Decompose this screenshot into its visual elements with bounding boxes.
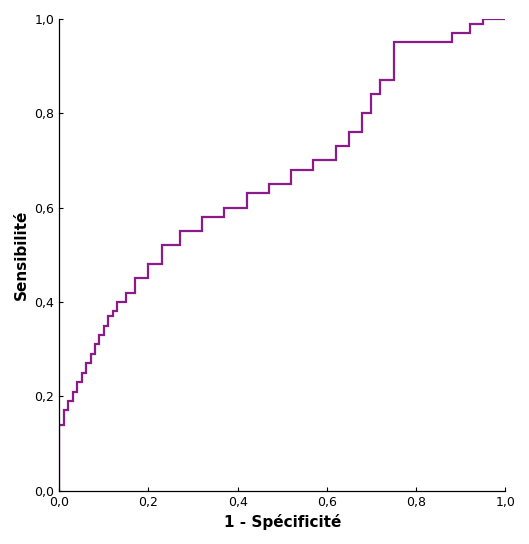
X-axis label: 1 - Spécificité: 1 - Spécificité bbox=[224, 514, 341, 530]
Y-axis label: Sensibilité: Sensibilité bbox=[14, 209, 29, 300]
